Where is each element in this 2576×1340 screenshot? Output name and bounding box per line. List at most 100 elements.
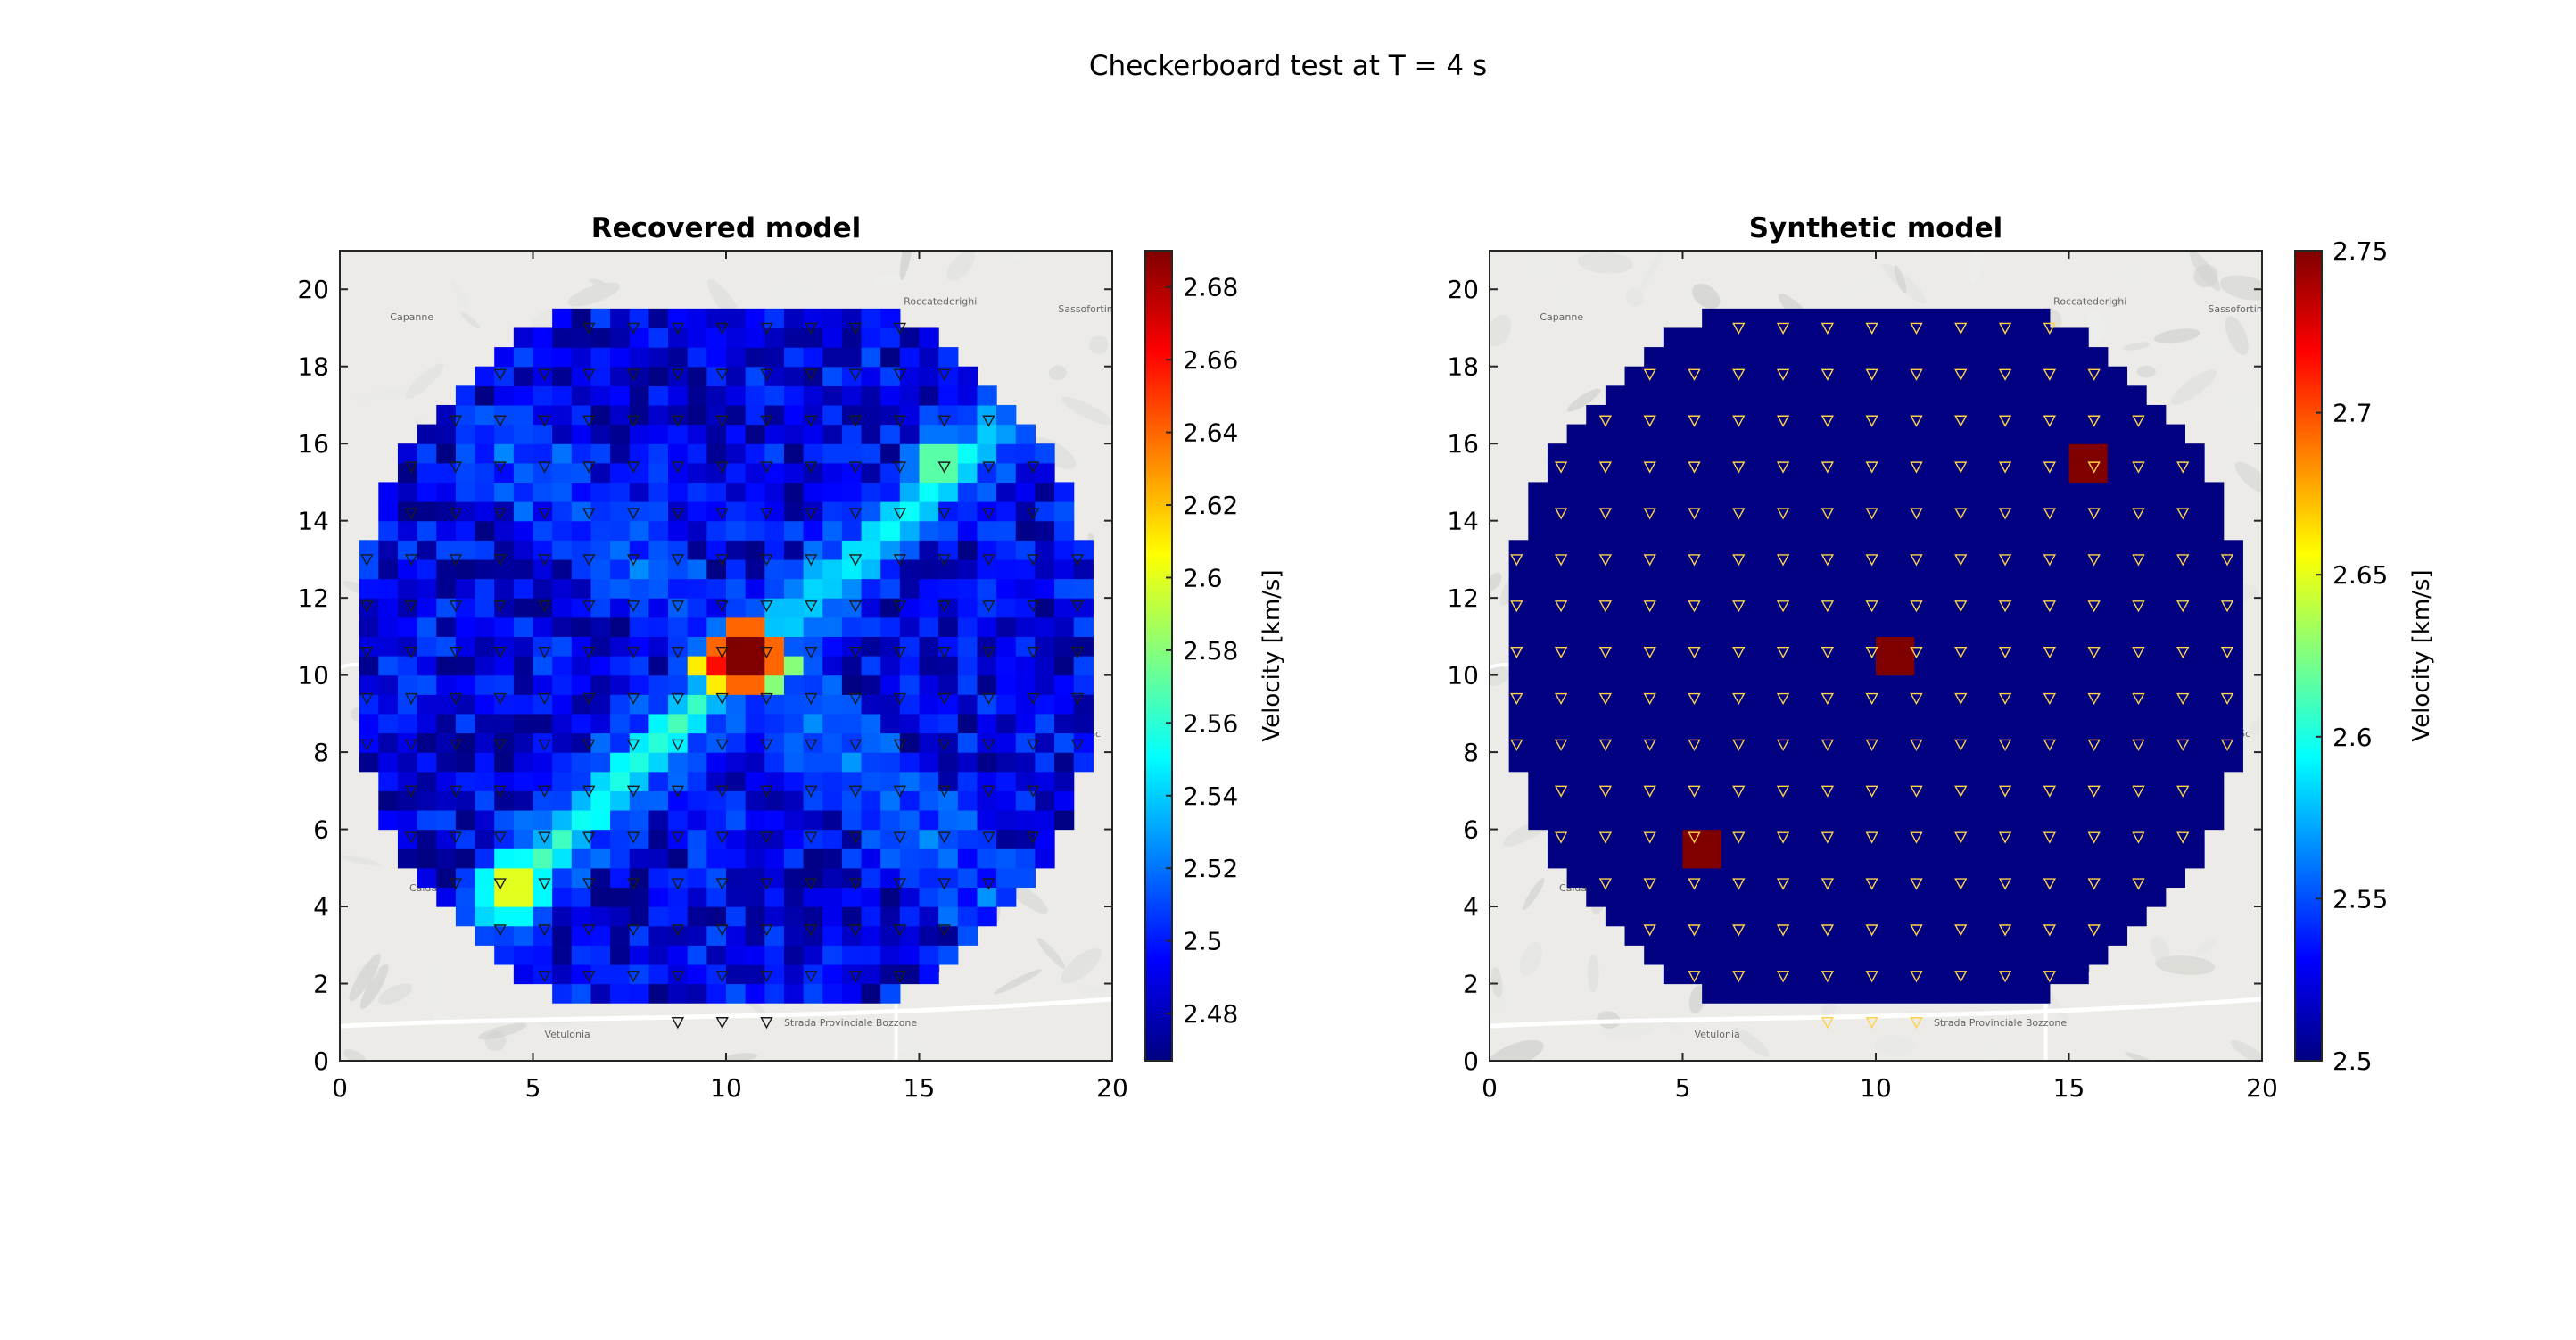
heatmap-cell [745, 694, 765, 715]
heatmap-cell [706, 656, 727, 676]
heatmap-cell [1972, 578, 1993, 599]
heatmap-cell [359, 732, 379, 753]
heatmap-cell [494, 887, 515, 907]
terrain-relief [2119, 265, 2142, 285]
heatmap-cell [1760, 790, 1780, 811]
heatmap-cell [2107, 443, 2128, 464]
station-marker [1910, 322, 1923, 335]
station-marker [893, 692, 907, 706]
station-marker [1910, 878, 1923, 890]
heatmap-cell [1073, 713, 1094, 734]
heatmap-cell [938, 443, 959, 464]
heatmap-cell [803, 501, 823, 522]
heatmap-cell [629, 809, 649, 831]
heatmap-cell [1779, 809, 1799, 831]
heatmap-cell [1972, 732, 1993, 753]
heatmap-cell [1760, 771, 1780, 791]
heatmap-cell [2223, 752, 2243, 773]
heatmap-cell [706, 636, 727, 657]
heatmap-cell [1798, 482, 1819, 502]
heatmap-cell [590, 366, 611, 386]
heatmap-cell [783, 598, 805, 618]
heatmap-cell [552, 540, 573, 560]
heatmap-cell [2030, 887, 2051, 907]
heatmap-cell [1856, 945, 1877, 965]
heatmap-cell [1605, 501, 1626, 522]
heatmap-cell [533, 674, 553, 695]
heatmap-cell [610, 983, 631, 1004]
heatmap-cell [1702, 366, 1722, 386]
heatmap-cell [571, 540, 592, 560]
heatmap-cell [822, 308, 843, 329]
heatmap-cell [2010, 674, 2031, 695]
heatmap-cell [2126, 790, 2147, 811]
heatmap-cell [726, 829, 747, 849]
heatmap-cell [1721, 501, 1742, 522]
heatmap-cell [1740, 656, 1761, 676]
station-marker [1643, 461, 1656, 474]
terrain-relief [2085, 310, 2106, 343]
heatmap-cell [764, 636, 785, 657]
heatmap-cell [1818, 848, 1838, 869]
heatmap-cell [2030, 616, 2051, 637]
heatmap-cell [2088, 616, 2109, 637]
heatmap-cell [938, 462, 959, 484]
heatmap-cell [513, 501, 534, 522]
heatmap-cell [590, 385, 611, 406]
heatmap-cell [803, 964, 823, 985]
station-marker [1027, 692, 1040, 706]
basemap-label: Roccatederighi [904, 296, 977, 308]
heatmap-cell [2030, 443, 2051, 464]
heatmap-cell [552, 771, 573, 791]
heatmap-cell [533, 790, 553, 811]
heatmap-cell [436, 501, 457, 522]
heatmap-cell [1856, 964, 1877, 985]
heatmap-cell [1644, 462, 1664, 484]
heatmap-cell [1953, 558, 1973, 580]
heatmap-cell [1721, 540, 1742, 560]
heatmap-cell [2010, 713, 2031, 734]
heatmap-cell [436, 848, 457, 869]
heatmap-cell [1953, 520, 1973, 541]
heatmap-cell [2049, 656, 2070, 676]
heatmap-cell [2010, 829, 2031, 849]
heatmap-cell [803, 327, 823, 348]
heatmap-cell [861, 327, 881, 348]
heatmap-cell [1528, 694, 1548, 715]
heatmap-cell [475, 656, 495, 676]
heatmap-cell [1721, 983, 1742, 1004]
heatmap-cell [2068, 366, 2089, 386]
heatmap-cell [1972, 424, 1993, 444]
heatmap-cell [513, 520, 534, 541]
heatmap-cell [1760, 674, 1780, 695]
heatmap-cell [861, 462, 881, 484]
heatmap-cell [590, 790, 611, 811]
heatmap-cell [2088, 906, 2109, 927]
heatmap-cell [2204, 771, 2225, 791]
heatmap-cell [629, 443, 649, 464]
heatmap-cell [919, 462, 939, 484]
heatmap-cell [1663, 616, 1684, 637]
heatmap-cell [2223, 540, 2243, 560]
heatmap-cell [648, 887, 669, 907]
heatmap-cell [629, 424, 649, 444]
heatmap-cell [1972, 848, 1993, 869]
heatmap-cell [1914, 752, 1935, 773]
station-marker [1865, 1017, 1878, 1030]
heatmap-cell [1818, 674, 1838, 695]
terrain-relief [723, 1053, 758, 1061]
heatmap-cell [2049, 964, 2070, 985]
station-marker [893, 322, 907, 335]
terrain-relief [994, 969, 1042, 995]
heatmap-cell [668, 385, 689, 406]
heatmap-cell [513, 887, 534, 907]
heatmap-cell [1972, 482, 1993, 502]
heatmap-cell [1624, 482, 1645, 502]
heatmap-cell [2126, 385, 2147, 406]
heatmap-cell [1035, 732, 1055, 753]
heatmap-cell [783, 674, 805, 695]
heatmap-cell [417, 829, 437, 849]
heatmap-cell [1760, 308, 1780, 329]
heatmap-cell [919, 713, 939, 734]
heatmap-cell [2030, 790, 2051, 811]
